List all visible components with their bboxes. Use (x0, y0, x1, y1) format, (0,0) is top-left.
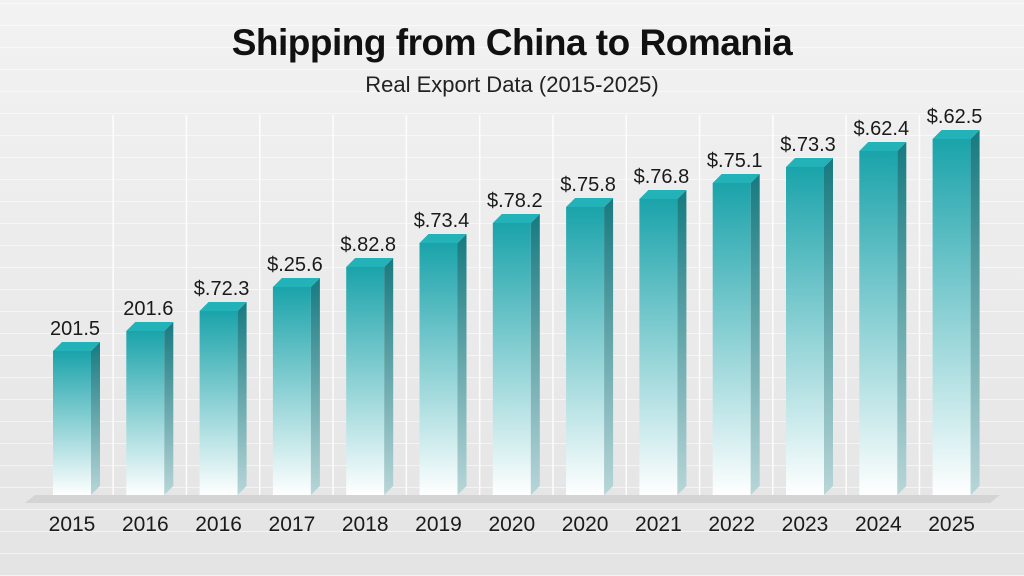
chart-subtitle: Real Export Data (2015-2025) (365, 72, 659, 97)
bar-side (604, 198, 614, 495)
bar-top (712, 174, 760, 183)
x-tick-label: 2016 (195, 513, 242, 536)
x-tick-label: 2017 (269, 513, 316, 536)
bar-top (346, 258, 394, 267)
bar-top (786, 158, 833, 167)
bar-value-label: 201.6 (123, 298, 173, 320)
x-tick-label: 2018 (342, 513, 389, 536)
x-tick-label: 2016 (122, 513, 169, 536)
bar-top (272, 278, 320, 287)
chart-floor (25, 495, 1000, 503)
bar-value-label: $.73.3 (780, 134, 836, 156)
bar-side (677, 190, 687, 495)
bar (419, 243, 458, 495)
bar (346, 267, 385, 495)
x-tick-label: 2021 (635, 513, 682, 536)
bar (272, 287, 311, 495)
bar-side (91, 342, 100, 495)
x-tick-label: 2020 (562, 513, 609, 536)
bar (712, 183, 751, 495)
bar-value-label: $.62.4 (853, 118, 909, 140)
bar-top (419, 234, 467, 243)
bar (639, 199, 678, 495)
bar-side (164, 322, 174, 495)
bar-side (384, 258, 394, 495)
bar-side (824, 158, 833, 495)
bar-top (932, 130, 980, 139)
bar (786, 167, 824, 495)
bar (566, 207, 605, 495)
bar-value-label: $.75.8 (560, 174, 616, 196)
bar (859, 151, 898, 495)
x-tick-label: 2019 (415, 513, 462, 536)
bar-side (750, 174, 760, 495)
bar-value-label: $.72.3 (194, 278, 250, 300)
bar-top (199, 302, 247, 311)
bar-value-label: $.82.8 (340, 234, 396, 256)
bar (199, 311, 238, 495)
bar-side (970, 130, 980, 495)
x-tick-label: 2024 (855, 513, 902, 536)
bar (492, 223, 531, 495)
bar-side (530, 214, 540, 495)
bar-top (53, 342, 100, 351)
x-tick-label: 2022 (708, 513, 755, 536)
bar (126, 331, 165, 495)
bar-value-label: 201.5 (50, 318, 100, 340)
bar-side (237, 302, 247, 495)
bar-value-label: $.78.2 (487, 190, 543, 212)
bar-top (566, 198, 614, 207)
bar-value-label: $.75.1 (707, 150, 763, 172)
bar-value-label: $.76.8 (634, 166, 690, 188)
bar (53, 351, 91, 495)
x-tick-label: 2023 (782, 513, 829, 536)
bar-top (859, 142, 907, 151)
bar-value-label: $.62.5 (927, 106, 983, 128)
chart-title: Shipping from China to Romania (231, 22, 793, 63)
bar (932, 139, 971, 495)
bar-side (310, 278, 320, 495)
bar-value-label: $.25.6 (267, 254, 323, 276)
bar-top (639, 190, 687, 199)
bar-top (492, 214, 540, 223)
bar-value-label: $.73.4 (414, 210, 470, 232)
bar-side (457, 234, 467, 495)
x-tick-label: 2025 (928, 513, 975, 536)
bar-side (897, 142, 907, 495)
bar-top (126, 322, 174, 331)
x-tick-label: 2015 (49, 513, 96, 536)
x-tick-label: 2020 (488, 513, 535, 536)
